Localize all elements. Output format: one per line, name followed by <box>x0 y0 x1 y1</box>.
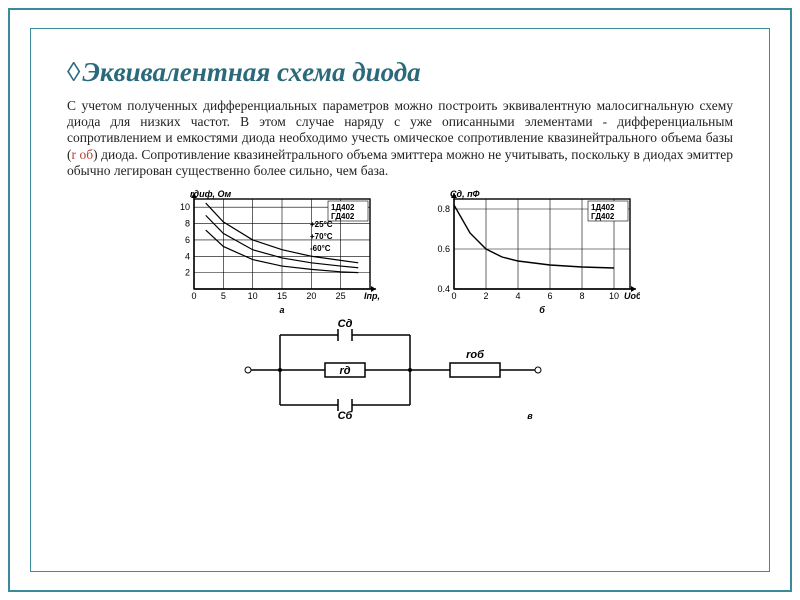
slide-title: ◊Эквивалентная схема диода <box>67 57 733 88</box>
svg-text:4: 4 <box>515 291 520 301</box>
svg-text:Uобр, В: Uобр, В <box>624 291 640 301</box>
svg-text:0.6: 0.6 <box>437 244 450 254</box>
svg-text:0: 0 <box>451 291 456 301</box>
svg-text:1Д402: 1Д402 <box>331 203 355 212</box>
svg-text:6: 6 <box>547 291 552 301</box>
svg-text:5: 5 <box>221 291 226 301</box>
svg-text:10: 10 <box>609 291 619 301</box>
svg-text:8: 8 <box>579 291 584 301</box>
svg-text:2: 2 <box>185 268 190 278</box>
svg-text:0.4: 0.4 <box>437 284 450 294</box>
svg-text:2: 2 <box>483 291 488 301</box>
paragraph-post: ) диода. Сопротивление квазинейтрального… <box>67 147 733 178</box>
svg-text:rд: rд <box>339 365 350 377</box>
title-text: Эквивалентная схема диода <box>82 57 420 87</box>
circuit-diagram: Cд rд Cб rоб в <box>230 315 570 425</box>
svg-text:8: 8 <box>185 218 190 228</box>
svg-text:Cд: Cд <box>338 318 353 330</box>
svg-text:+25°C: +25°C <box>310 220 333 229</box>
body-paragraph: С учетом полученных дифференциальных пар… <box>67 98 733 179</box>
svg-text:6: 6 <box>185 235 190 245</box>
chart-a: 0510152025246810rдиф, OмIпр, мА1Д402ГД40… <box>160 185 380 315</box>
rob-symbol: r об <box>72 147 94 162</box>
svg-text:rоб: rоб <box>466 349 485 361</box>
svg-text:4: 4 <box>185 251 190 261</box>
svg-text:в: в <box>527 411 533 421</box>
svg-text:0.8: 0.8 <box>437 204 450 214</box>
svg-text:10: 10 <box>248 291 258 301</box>
svg-text:б: б <box>539 305 545 315</box>
svg-text:rдиф, Oм: rдиф, Oм <box>190 189 232 199</box>
chart-b: 0 2 4 6 8 10 0.4 0.6 0.8Cд, пФ Uобр, В 1Д402ГД402 б <box>420 185 640 315</box>
svg-text:1Д402: 1Д402 <box>591 203 615 212</box>
svg-text:20: 20 <box>306 291 316 301</box>
svg-text:25: 25 <box>336 291 346 301</box>
svg-text:Cб: Cб <box>338 410 354 422</box>
charts-row: 0510152025246810rдиф, OмIпр, мА1Д402ГД40… <box>160 185 640 315</box>
svg-text:ГД402: ГД402 <box>331 212 355 221</box>
svg-text:-60°C: -60°C <box>310 244 331 253</box>
inner-frame: ◊Эквивалентная схема диода С учетом полу… <box>30 28 770 572</box>
svg-text:15: 15 <box>277 291 287 301</box>
svg-text:а: а <box>279 305 284 315</box>
svg-text:0: 0 <box>191 291 196 301</box>
title-bullet-icon: ◊ <box>67 57 80 87</box>
svg-text:Iпр, мА: Iпр, мА <box>364 291 380 301</box>
figures-container: 0510152025246810rдиф, OмIпр, мА1Д402ГД40… <box>67 185 733 425</box>
svg-text:10: 10 <box>180 202 190 212</box>
svg-text:+70°C: +70°C <box>310 232 333 241</box>
outer-frame: ◊Эквивалентная схема диода С учетом полу… <box>8 8 792 592</box>
svg-text:Cд, пФ: Cд, пФ <box>450 189 480 199</box>
svg-text:ГД402: ГД402 <box>591 212 615 221</box>
